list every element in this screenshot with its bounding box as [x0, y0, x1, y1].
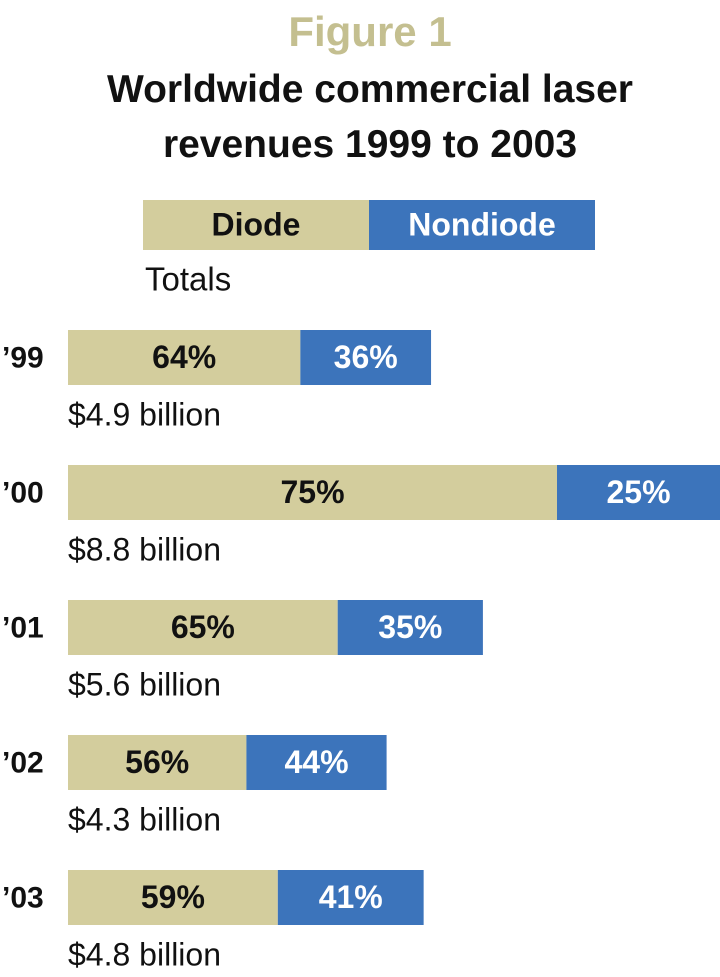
total-label: $8.8 billion: [68, 531, 221, 567]
bar-segment: [68, 330, 301, 385]
value-label: 41%: [319, 879, 383, 915]
value-label: 36%: [334, 339, 398, 375]
bar-segment: [277, 870, 424, 925]
value-label: 56%: [125, 744, 189, 780]
bar-segment: [337, 600, 483, 655]
bar-segment: [68, 600, 338, 655]
category-label: ’01: [2, 611, 44, 644]
bar-segment: [246, 735, 387, 790]
chart-title: Worldwide commercial laser revenues 1999…: [107, 68, 633, 166]
bar-segment: [300, 330, 432, 385]
legend-label: Diode: [212, 206, 301, 242]
value-label: 35%: [378, 609, 442, 645]
value-label: 65%: [171, 609, 235, 645]
legend-label: Nondiode: [408, 206, 556, 242]
category-label: ’02: [2, 746, 44, 779]
total-label: $5.6 billion: [68, 666, 221, 702]
bar-segment: [68, 735, 247, 790]
legend-swatch: [369, 200, 595, 250]
value-label: 44%: [284, 744, 348, 780]
bar-segment: [557, 465, 720, 520]
total-label: $4.3 billion: [68, 801, 221, 837]
value-label: 59%: [141, 879, 205, 915]
bar-segment: [68, 465, 557, 520]
value-label: 75%: [280, 474, 344, 510]
value-label: 25%: [606, 474, 670, 510]
figure-label: Figure 1: [288, 8, 452, 55]
value-label: 64%: [152, 339, 216, 375]
total-label: $4.8 billion: [68, 936, 221, 972]
bar-segment: [68, 870, 278, 925]
totals-label: Totals: [145, 261, 231, 298]
total-label: $4.9 billion: [68, 396, 221, 432]
category-label: ’99: [2, 341, 44, 374]
legend-swatch: [143, 200, 369, 250]
category-label: ’03: [2, 881, 44, 914]
category-label: ’00: [2, 476, 44, 509]
